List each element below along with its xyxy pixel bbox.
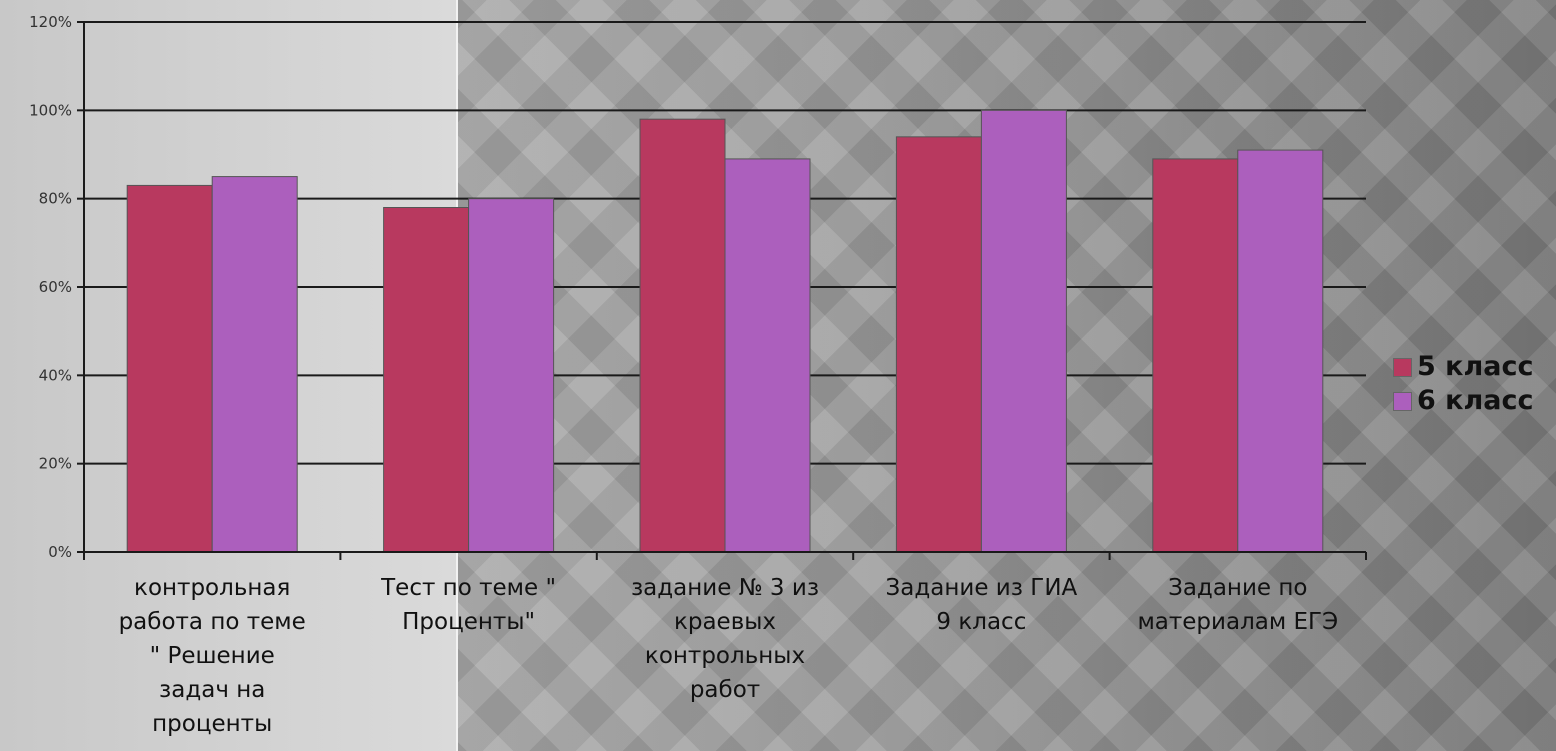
y-tick-label: 120% (29, 13, 72, 31)
bar-1-5 (1152, 158, 1239, 553)
x-tick-label-line: Задание из ГИА (886, 575, 1078, 601)
x-tick-label-line: 9 класс (936, 609, 1026, 635)
x-tick-label-line: материалам ЕГЭ (1137, 609, 1338, 635)
bar-2-1 (211, 176, 298, 553)
legend: 5 класс 6 класс (1393, 350, 1534, 418)
legend-swatch (1393, 357, 1412, 377)
x-tick-label: Задание по материалам ЕГЭ (1137, 575, 1338, 635)
x-tick-label-line: Тест по теме " (380, 575, 556, 601)
x-tick-label-line: работ (690, 677, 760, 703)
bar-2-2 (468, 198, 555, 553)
legend-swatch (1393, 391, 1412, 411)
y-tick-label: 20% (39, 455, 72, 473)
y-tick-label: 60% (39, 278, 72, 296)
legend-label: 5 класс (1417, 351, 1534, 382)
y-tick-label: 40% (39, 366, 72, 384)
legend-item-series-1: 5 класс (1393, 350, 1534, 384)
axes (77, 21, 1367, 560)
x-tick-label: Тест по теме " Проценты" (380, 575, 556, 635)
x-tick-label: контрольная работа по теме " Решение задач … (119, 575, 306, 737)
x-tick-label-line: Задание по (1168, 575, 1307, 601)
y-tick-label: 0% (48, 543, 72, 561)
bar-1-1 (126, 184, 213, 553)
x-tick-label-line: " Решение (150, 643, 275, 669)
bar-1-3 (639, 118, 726, 553)
bar-2-3 (724, 158, 811, 553)
y-tick-label: 80% (39, 190, 72, 208)
x-tick-label: Задание из ГИА 9 класс (886, 575, 1078, 635)
x-tick-labels: контрольная работа по теме " Решение задач … (119, 575, 1339, 737)
x-tick-label-line: задач на (159, 677, 265, 703)
legend-label: 6 класс (1417, 385, 1534, 416)
bars (126, 109, 1324, 553)
x-tick-label-line: контрольных (645, 643, 805, 669)
x-tick-label-line: краевых (674, 609, 776, 635)
y-tick-label: 100% (29, 101, 72, 119)
bar-1-2 (383, 207, 470, 553)
bar-1-4 (895, 136, 982, 553)
x-tick-label-line: Проценты" (402, 609, 535, 635)
legend-item-series-2: 6 класс (1393, 384, 1534, 418)
x-tick-label-line: проценты (152, 711, 272, 737)
x-tick-label: задание № 3 из краевых контрольных работ (631, 575, 819, 703)
x-tick-label-line: контрольная (134, 575, 290, 601)
x-tick-label-line: задание № 3 из (631, 575, 819, 601)
y-tick-labels: 0% 20% 40% 60% 80% 100% 120% (29, 13, 72, 561)
x-tick-label-line: работа по теме (119, 609, 306, 635)
bar-2-4 (980, 109, 1067, 553)
bar-2-5 (1237, 149, 1324, 553)
